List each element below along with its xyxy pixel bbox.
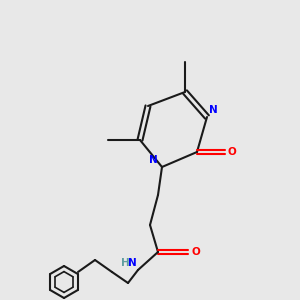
Text: N: N <box>149 155 158 165</box>
Text: N: N <box>209 105 218 115</box>
Text: N: N <box>128 258 137 268</box>
Text: H: H <box>121 258 130 268</box>
Text: O: O <box>228 147 237 157</box>
Text: O: O <box>191 247 200 257</box>
